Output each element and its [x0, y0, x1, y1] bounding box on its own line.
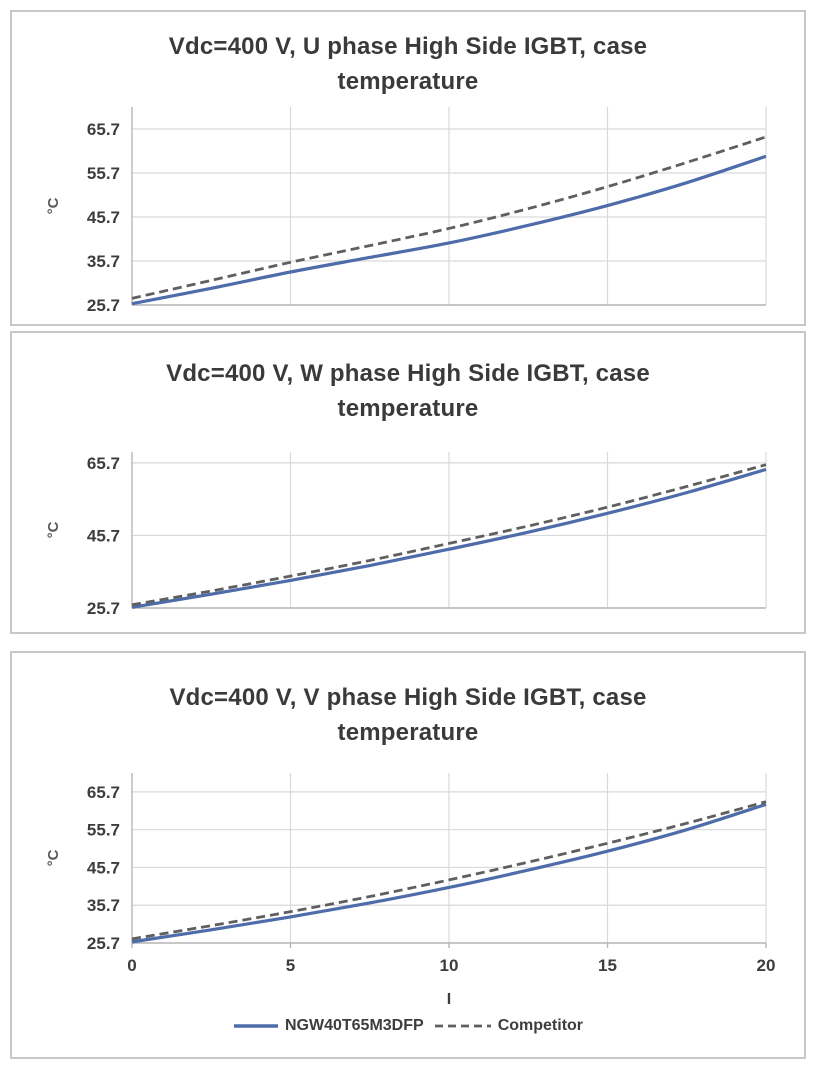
y-tick-label: 25.7 — [87, 934, 120, 953]
chart-svg-v-phase: 25.7 35.7 45.7 55.7 65.7 °C 0 5 10 15 20 I — [45, 773, 776, 1008]
x-tick-label: 20 — [757, 956, 776, 975]
legend-label-competitor: Competitor — [497, 1017, 584, 1034]
chart-title-u-phase: Vdc=400 V, U phase High Side IGBT, case … — [12, 12, 804, 99]
legend-item-competitor: Competitor — [434, 1017, 583, 1035]
y-tick-label: 65.7 — [87, 783, 120, 802]
chart-card-u-phase: Vdc=400 V, U phase High Side IGBT, case … — [10, 10, 806, 326]
y-tick-label: 55.7 — [87, 821, 120, 840]
legend-item-ngw: NGW40T65M3DFP — [233, 1017, 424, 1035]
y-tick-label: 25.7 — [87, 296, 120, 315]
y-tick-label: 65.7 — [87, 120, 120, 139]
x-tick-label: 10 — [440, 956, 459, 975]
series-line-competitor — [131, 463, 767, 607]
chart-title-line-1: Vdc=400 V, W phase High Side IGBT, case — [166, 360, 650, 387]
legend-label-ngw: NGW40T65M3DFP — [284, 1017, 424, 1034]
y-tick-label: 35.7 — [87, 896, 120, 915]
chart-svg-w-phase: 25.7 45.7 65.7 °C — [45, 452, 767, 618]
y-tick-label: 35.7 — [87, 252, 120, 271]
x-axis-title: I — [447, 991, 451, 1008]
x-tick-label: 15 — [598, 956, 617, 975]
series-line-competitor — [131, 135, 767, 300]
x-tick-label: 0 — [127, 956, 136, 975]
series-line-ngw — [131, 467, 767, 609]
y-tick-label: 45.7 — [87, 208, 120, 227]
y-axis-title: °C — [45, 849, 62, 866]
chart-title-line-2: temperature — [337, 395, 479, 422]
chart-card-v-phase: Vdc=400 V, V phase High Side IGBT, case … — [10, 651, 806, 1059]
chart-card-w-phase: Vdc=400 V, W phase High Side IGBT, case … — [10, 331, 806, 634]
chart-title-w-phase: Vdc=400 V, W phase High Side IGBT, case … — [12, 333, 804, 426]
y-axis-title: °C — [45, 521, 62, 538]
y-tick-label: 45.7 — [87, 858, 120, 877]
x-tick-label: 5 — [286, 956, 295, 975]
chart-title-line-2: temperature — [337, 719, 479, 746]
y-tick-label: 55.7 — [87, 164, 120, 183]
y-tick-label: 25.7 — [87, 599, 120, 618]
legend-line-dashed-swatch — [434, 1024, 491, 1028]
series-line-competitor — [131, 800, 767, 941]
y-axis-title: °C — [45, 197, 62, 214]
chart-title-v-phase: Vdc=400 V, V phase High Side IGBT, case … — [12, 653, 804, 750]
chart-title-line-2: temperature — [337, 68, 479, 95]
chart-title-line-1: Vdc=400 V, U phase High Side IGBT, case — [168, 33, 648, 60]
chart-legend: NGW40T65M3DFP Competitor — [12, 1017, 804, 1035]
y-tick-label: 65.7 — [87, 454, 120, 473]
chart-svg-u-phase: 25.7 35.7 45.7 55.7 65.7 °C — [45, 107, 767, 315]
chart-title-line-1: Vdc=400 V, V phase High Side IGBT, case — [169, 684, 647, 711]
series-line-ngw — [131, 802, 767, 944]
series-line-ngw — [131, 154, 767, 306]
y-tick-label: 45.7 — [87, 526, 120, 545]
legend-line-solid-swatch — [233, 1024, 278, 1028]
